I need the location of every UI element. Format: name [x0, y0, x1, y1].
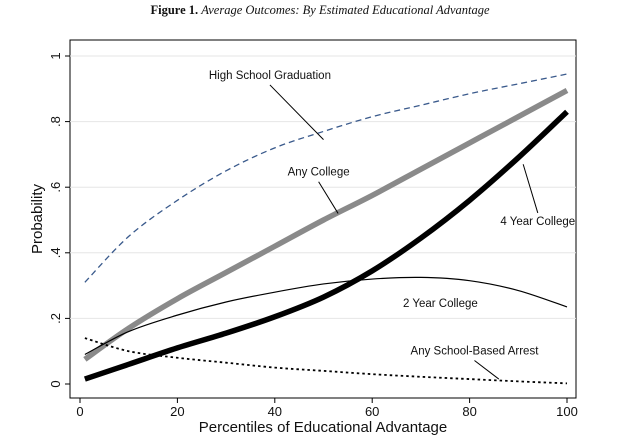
annotation-label-high-school-graduation: High School Graduation — [209, 70, 331, 82]
annotation-label-2-year-college: 2 Year College — [403, 298, 478, 310]
annotation-leader-4-year-college — [522, 164, 539, 214]
y-tick-label: .6 — [48, 182, 63, 193]
annotation-leader-any-school-based-arrest — [474, 360, 500, 380]
x-tick-label: 20 — [170, 404, 184, 419]
series-line-4-year-college — [83, 109, 569, 382]
annotation-leader-high-school-graduation — [269, 84, 324, 140]
y-axis-title: Probability — [29, 183, 46, 254]
x-axis-title: Percentiles of Educational Advantage — [199, 419, 448, 436]
annotation-label-any-school-based-arrest: Any School-Based Arrest — [411, 345, 540, 357]
y-tick-label: .2 — [48, 313, 63, 324]
figure-title: Average Outcomes: By Estimated Education… — [201, 3, 490, 17]
figure-caption: Figure 1. Average Outcomes: By Estimated… — [0, 3, 640, 18]
x-tick-label: 80 — [462, 404, 476, 419]
x-tick-label: 60 — [365, 404, 379, 419]
annotation-leader-any-college — [318, 181, 339, 214]
y-tick-label: 0 — [48, 380, 63, 387]
series-line-any-school-based-arrest — [84, 337, 568, 385]
figure-label: Figure 1. — [150, 3, 199, 17]
x-tick-label: 0 — [76, 404, 83, 419]
series-line-any-college — [83, 88, 569, 362]
x-tick-label: 100 — [556, 404, 578, 419]
x-tick-label: 40 — [268, 404, 282, 419]
annotation-label-4-year-college: 4 Year College — [500, 216, 575, 228]
y-tick-label: .8 — [48, 116, 63, 127]
y-tick-label: 1 — [48, 52, 63, 59]
series-line-2-year-college — [84, 276, 568, 356]
series-line-high-school-graduation — [84, 73, 568, 283]
annotation-label-any-college: Any College — [288, 167, 350, 179]
y-tick-label: .4 — [48, 247, 63, 258]
